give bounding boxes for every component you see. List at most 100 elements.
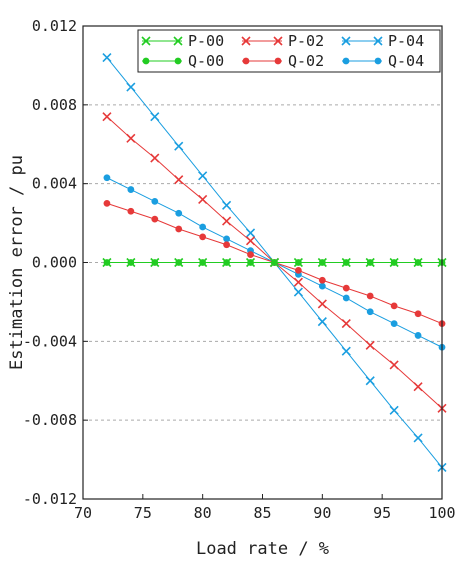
data-point-p-00 [222,257,232,268]
data-point-p-04 [413,433,423,443]
data-point-p-04-stroke-b [222,200,232,210]
data-point-p-02-stroke-b [341,319,351,329]
data-point-p-00-stroke-b [269,257,280,268]
legend-marker-p-02-stroke-b [273,36,283,46]
data-point-p-04 [365,376,375,386]
data-point-p-04-stroke-b [126,82,136,92]
data-point-p-04 [174,141,184,151]
legend-label-p-04: P-04 [388,32,424,50]
y-tick-label: 0.000 [32,254,77,272]
data-point-p-04 [293,287,303,297]
data-point-q-02 [390,302,398,310]
data-point-p-04 [341,346,351,356]
y-axis-label: Estimation error / pu [7,155,27,370]
data-point-p-02 [102,112,112,122]
legend-marker-p-00-stroke-b [141,36,151,46]
legend-marker-q-04 [342,57,350,65]
data-point-p-02-stroke-b [245,236,256,246]
data-point-q-02 [223,241,231,249]
data-point-p-04 [317,317,327,327]
data-point-q-02 [366,292,374,300]
data-point-p-00-stroke-b [174,257,184,268]
data-point-p-02 [245,236,256,246]
data-point-p-02-stroke-b [222,216,232,226]
data-point-p-00-stroke-b [198,257,208,268]
legend-label-q-02: Q-02 [288,52,324,70]
x-tick-label: 70 [74,504,92,522]
legend: P-00 P-02 P-04 Q-00 Q-02 Q-04 [137,29,441,73]
data-point-p-04 [198,171,208,181]
legend-marker-p-00-stroke-b [173,36,183,46]
data-point-p-04 [389,405,399,415]
data-point-p-04-stroke-b [365,376,375,386]
data-point-p-02-stroke-b [102,112,112,122]
data-point-q-04 [175,209,183,217]
y-tick-label: -0.008 [23,411,77,429]
data-point-p-02 [389,360,399,370]
data-point-p-02 [174,175,184,185]
data-point-q-02 [414,310,422,318]
data-point-p-02-stroke-b [198,194,208,204]
x-tick-label: 80 [194,504,212,522]
data-point-p-04 [126,82,136,92]
data-point-q-02 [318,276,326,284]
data-point-p-04-stroke-b [174,141,184,151]
data-point-p-00-stroke-b [150,257,160,268]
legend-marker-q-00 [174,57,182,65]
data-point-p-00-stroke-b [293,257,303,268]
data-point-p-02 [293,277,303,287]
data-point-p-02-stroke-b [126,133,136,143]
legend-box [137,29,441,73]
x-tick-label: 90 [313,504,331,522]
legend-marker-q-00 [142,57,150,65]
legend-marker-p-02 [241,36,251,46]
legend-marker-q-04 [374,57,382,65]
data-point-p-00-stroke-b [389,257,399,268]
data-point-p-02 [150,153,160,163]
legend-label-p-00: P-00 [188,32,224,50]
data-point-p-00 [269,257,280,268]
data-point-q-04 [318,282,326,290]
data-point-p-02 [126,133,136,143]
data-point-p-02 [413,382,423,392]
data-point-q-04 [199,223,207,231]
axis-ticks [82,25,443,500]
data-point-p-04-stroke-b [198,171,208,181]
data-point-p-00-stroke-b [365,257,375,268]
data-point-q-02 [127,207,135,215]
y-tick-label: -0.012 [23,490,77,508]
y-tick-label: 0.004 [32,175,77,193]
data-point-p-02 [341,319,351,329]
legend-marker-p-02-stroke-b [241,36,251,46]
legend-marker-p-04 [373,36,383,46]
data-point-p-00 [365,257,375,268]
data-point-p-04-stroke-b [389,405,399,415]
data-point-p-04-stroke-b [293,287,303,297]
legend-entry-q-02: Q-02 [242,52,324,70]
data-point-p-00 [389,257,399,268]
legend-marker-q-02 [274,57,282,65]
data-point-p-00-stroke-b [341,257,351,268]
x-tick-label: 100 [428,504,455,522]
y-tick-labels: 0.012 0.008 0.004 0.000 -0.004 -0.008 -0.012 [23,17,77,508]
data-point-p-00 [413,257,423,268]
data-point-p-00-stroke-b [245,257,256,268]
legend-marker-q-02 [242,57,250,65]
data-point-p-00 [198,257,208,268]
data-point-p-04-stroke-b [245,228,256,238]
legend-label-q-04: Q-04 [388,52,424,70]
series-q-02 [103,199,446,327]
series-p-00 [102,257,447,268]
data-point-q-04 [390,320,398,327]
data-point-p-04-stroke-b [413,433,423,443]
data-point-p-04 [150,112,160,122]
legend-marker-p-02 [273,36,283,46]
data-point-p-04-stroke-b [102,52,112,63]
data-point-p-00 [102,257,112,268]
data-point-q-02 [151,215,159,223]
legend-entry-q-00: Q-00 [142,52,224,70]
data-point-p-00 [341,257,351,268]
data-point-p-00 [150,257,160,268]
data-point-q-04 [151,198,159,205]
